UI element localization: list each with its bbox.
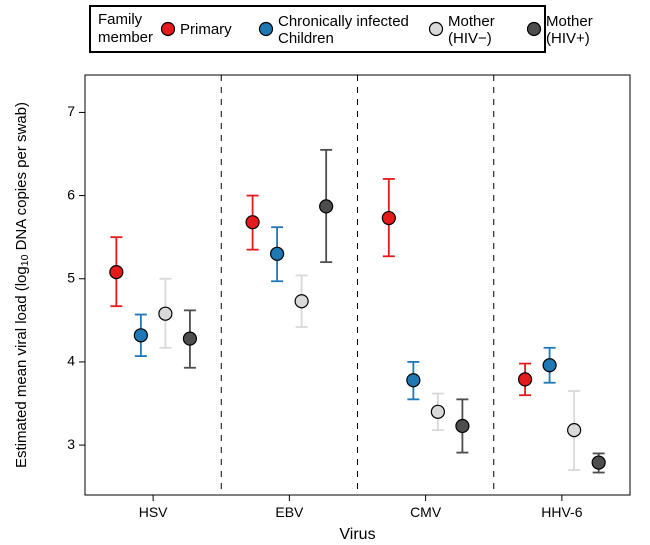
legend-marker: [430, 23, 443, 36]
legend-title: member: [98, 29, 153, 46]
viral-load-chart: 3 4 5 6 7 HSV EBV CMV HHV-6 Virus Estimated mean v…: [0, 0, 650, 545]
legend-label: (HIV−): [448, 30, 492, 47]
legend-marker: [528, 23, 541, 36]
y-tick-label: 5: [67, 269, 75, 285]
y-tick-label: 4: [67, 353, 75, 369]
legend-label: Chronically infected: [278, 13, 409, 30]
legend-marker: [260, 23, 273, 36]
x-tick-label: HSV: [139, 504, 168, 520]
y-tick-label: 7: [67, 103, 75, 119]
legend-label: Primary: [180, 21, 232, 38]
x-axis-label: Virus: [339, 526, 375, 543]
legend-label: Children: [278, 30, 334, 47]
x-tick-label: HHV-6: [541, 504, 582, 520]
chart-svg: 3 4 5 6 7 HSV EBV CMV HHV-6 Virus Estimated mean v…: [0, 0, 650, 545]
legend-label: Mother: [448, 13, 495, 30]
y-axis-label: Estimated mean viral load (log10 DNA cop…: [13, 102, 31, 468]
legend-marker: [162, 23, 175, 36]
legend-label: (HIV+): [546, 30, 590, 47]
legend-title: Family: [98, 11, 143, 28]
y-tick-label: 3: [67, 436, 75, 452]
x-tick-label: CMV: [410, 504, 442, 520]
x-tick-label: EBV: [275, 504, 304, 520]
legend-label: Mother: [546, 13, 593, 30]
y-tick-label: 6: [67, 186, 75, 202]
